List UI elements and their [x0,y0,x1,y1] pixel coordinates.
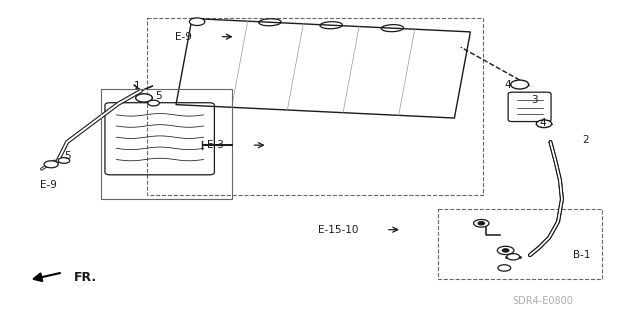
Circle shape [497,246,514,255]
Text: FR.: FR. [74,271,97,284]
Text: 4: 4 [540,118,546,128]
Text: 5: 5 [64,151,70,161]
Text: E-15-10: E-15-10 [318,225,358,235]
Text: 3: 3 [531,95,538,106]
Circle shape [498,265,511,271]
Text: E-3: E-3 [207,140,224,150]
Circle shape [507,254,520,260]
Circle shape [511,80,529,89]
Text: 4: 4 [504,79,511,90]
Circle shape [189,18,205,26]
Text: 1: 1 [134,81,141,91]
Circle shape [502,249,509,252]
Circle shape [136,94,152,102]
Circle shape [474,219,489,227]
Circle shape [536,120,552,128]
Text: 5: 5 [155,91,161,101]
Circle shape [44,161,58,168]
Text: B-1: B-1 [573,250,590,260]
Text: 2: 2 [582,135,589,145]
Circle shape [58,158,70,163]
Text: E-9: E-9 [40,180,56,190]
Text: SDR4-E0800: SDR4-E0800 [512,296,573,307]
Circle shape [478,222,484,225]
Text: E-9: E-9 [175,32,192,42]
Circle shape [148,100,159,106]
